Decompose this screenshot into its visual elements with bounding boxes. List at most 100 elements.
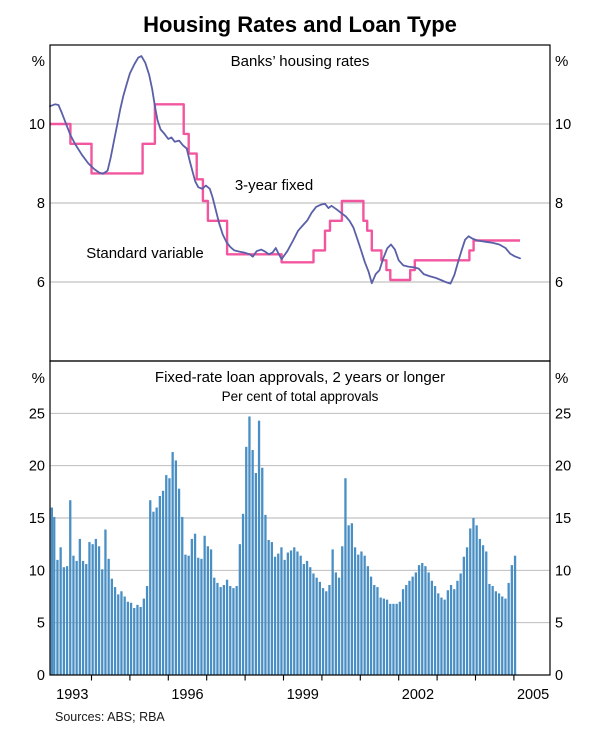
bar — [245, 446, 248, 675]
bar — [78, 538, 81, 675]
bar — [366, 566, 369, 675]
bar — [341, 546, 344, 675]
year-label: 1993 — [56, 687, 88, 703]
bar — [197, 557, 200, 675]
bar — [120, 591, 123, 675]
bar — [91, 544, 94, 675]
bar — [437, 593, 440, 675]
bar — [299, 555, 302, 675]
year-label: 2005 — [517, 687, 549, 703]
bar — [443, 599, 446, 675]
bar — [158, 496, 161, 675]
ytick-label-left: 10 — [29, 117, 45, 133]
bar — [456, 580, 459, 675]
bar — [392, 603, 395, 675]
ytick-label-right: 6 — [555, 275, 563, 291]
bar — [264, 514, 267, 675]
ytick-label-right: 25 — [555, 406, 571, 422]
bar — [113, 587, 117, 675]
bar — [270, 542, 273, 675]
bar — [325, 591, 328, 675]
bar — [296, 551, 299, 675]
bar — [376, 587, 379, 675]
bar — [257, 420, 261, 675]
bar — [267, 539, 270, 675]
bar — [321, 588, 325, 675]
bar — [475, 525, 478, 675]
bar — [347, 525, 350, 675]
bar — [251, 449, 254, 675]
bar — [133, 608, 136, 675]
bar — [65, 566, 69, 675]
bar — [81, 560, 85, 675]
bottom-ytick-labels: 25 25 20 20 15 15 10 10 5 5 0 0 — [29, 406, 571, 684]
bar — [286, 552, 289, 675]
bar — [59, 547, 62, 675]
top-gridlines — [50, 123, 550, 283]
bar — [430, 580, 433, 675]
bar — [385, 599, 389, 675]
bar — [123, 596, 126, 675]
bar — [411, 576, 414, 675]
bar — [149, 500, 152, 675]
bar — [504, 598, 507, 675]
bar — [398, 601, 401, 675]
bar — [283, 559, 286, 675]
bottom-bars — [50, 416, 517, 675]
bar — [235, 586, 238, 675]
bottom-left-percent-label: % — [32, 370, 45, 387]
bar — [277, 553, 280, 675]
bar — [491, 586, 494, 675]
bottom-panel-subtitle: Per cent of total approvals — [222, 389, 379, 404]
year-label: 1999 — [287, 687, 319, 703]
bar — [481, 545, 485, 675]
bar — [318, 581, 321, 675]
ytick-label-right: 10 — [555, 117, 571, 133]
bar — [161, 490, 165, 675]
bar — [507, 582, 510, 675]
bar — [497, 593, 501, 675]
bar — [312, 573, 315, 675]
bar — [440, 597, 443, 675]
bar — [494, 591, 497, 675]
bar — [360, 551, 363, 675]
top-ytick-labels: 10 10 8 8 6 6 — [29, 117, 571, 291]
bar — [414, 572, 417, 675]
bar — [184, 554, 187, 675]
top-panel: Banks’ housing rates % % 3-year fixed St… — [29, 44, 571, 362]
bar — [408, 580, 411, 675]
bar — [238, 544, 241, 675]
bar — [389, 603, 392, 675]
bar — [225, 579, 229, 675]
bar — [85, 564, 88, 675]
bar — [424, 566, 427, 675]
bar — [379, 597, 382, 675]
bar — [174, 460, 177, 675]
sources-note: Sources: ABS; RBA — [55, 710, 165, 724]
bar — [88, 542, 91, 675]
bar — [449, 584, 453, 675]
ytick-label-right: 20 — [555, 459, 571, 475]
bar — [363, 555, 366, 675]
bar — [190, 538, 193, 675]
bar — [513, 555, 517, 675]
ytick-label-left: 8 — [37, 196, 45, 212]
bar — [200, 558, 203, 675]
bar — [216, 582, 219, 675]
bar — [465, 547, 469, 675]
year-label: 2002 — [402, 687, 434, 703]
bar — [302, 564, 305, 675]
bar — [446, 590, 449, 675]
bar — [331, 549, 334, 675]
bar — [209, 549, 213, 675]
bar — [254, 472, 257, 675]
bar — [232, 588, 235, 675]
bar — [478, 538, 481, 675]
bar — [510, 565, 513, 675]
top-panel-title: Banks’ housing rates — [231, 53, 370, 70]
bar — [501, 596, 504, 675]
bar — [177, 488, 181, 675]
bar — [334, 572, 337, 675]
bar — [50, 507, 53, 675]
